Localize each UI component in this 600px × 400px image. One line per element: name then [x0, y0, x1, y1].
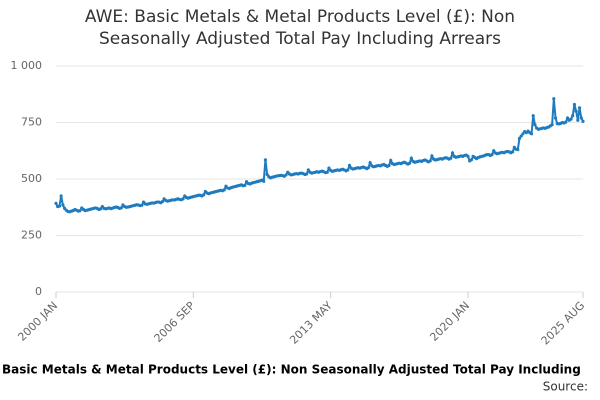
point	[450, 151, 455, 155]
point	[409, 156, 413, 160]
y-tick-label: 250	[21, 229, 42, 242]
point	[449, 156, 453, 160]
x-tick-label: 2025 AUG	[539, 299, 588, 348]
point	[519, 134, 523, 138]
point	[564, 120, 568, 124]
point	[529, 132, 534, 136]
y-tick-label: 750	[21, 116, 42, 129]
point	[490, 152, 494, 157]
point	[387, 163, 391, 168]
x-tick-label: 2013 MAY	[287, 299, 335, 347]
point	[57, 204, 62, 208]
point	[306, 168, 310, 172]
point	[521, 132, 525, 136]
point	[119, 206, 123, 210]
y-tick-label: 1 000	[11, 59, 43, 72]
point	[222, 188, 226, 192]
point	[492, 149, 496, 153]
point	[550, 123, 554, 127]
point	[466, 154, 470, 158]
chart-title: AWE: Basic Metals & Metal Products Level…	[84, 7, 516, 49]
point	[579, 116, 583, 120]
point	[284, 173, 288, 177]
point	[160, 200, 165, 204]
point	[517, 136, 522, 140]
point	[469, 158, 474, 162]
point	[368, 161, 372, 165]
point	[78, 209, 82, 213]
point	[327, 166, 331, 170]
point	[581, 119, 585, 123]
point	[54, 201, 58, 206]
x-tick-label: 2000 JAN	[15, 299, 60, 344]
point	[430, 154, 434, 158]
point	[202, 193, 206, 197]
x-tick-label: 2006 SEP	[152, 299, 198, 345]
point	[59, 194, 63, 198]
point	[346, 168, 350, 172]
line	[55, 98, 584, 213]
point	[511, 150, 515, 154]
point	[571, 114, 575, 118]
point	[531, 114, 535, 118]
point	[577, 106, 582, 110]
point	[265, 172, 269, 177]
point	[325, 170, 329, 174]
point	[99, 207, 103, 211]
point	[553, 116, 558, 120]
legend-entry: Basic Metals & Metal Products Level (£):…	[2, 363, 581, 377]
point	[243, 183, 247, 187]
source: Source:	[543, 380, 588, 394]
y-tick-label: 500	[21, 172, 42, 185]
point	[366, 166, 371, 170]
point	[574, 109, 578, 113]
point	[181, 197, 185, 201]
point	[347, 163, 352, 168]
point	[516, 148, 520, 152]
point	[140, 203, 144, 207]
point	[565, 116, 570, 120]
point	[428, 159, 432, 163]
point	[305, 172, 309, 176]
point	[389, 158, 393, 163]
point	[569, 117, 573, 121]
point	[61, 203, 65, 207]
x-tick-label: 2020 JAN	[427, 299, 472, 344]
y-tick-label: 0	[35, 285, 42, 298]
point	[262, 179, 266, 183]
point	[533, 123, 537, 127]
point	[263, 158, 268, 162]
point	[408, 161, 412, 165]
point	[552, 97, 556, 101]
point	[576, 118, 580, 122]
point	[572, 102, 577, 107]
